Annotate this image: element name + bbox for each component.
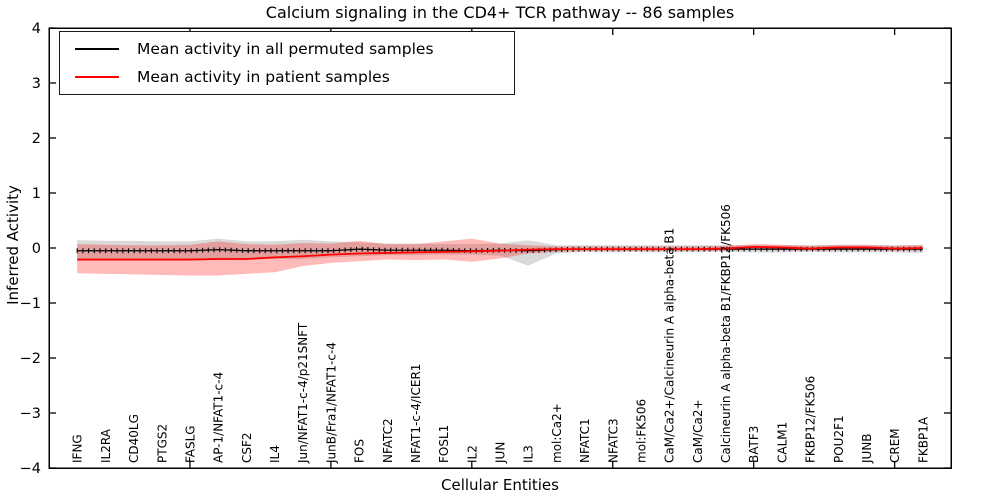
entity-label: NFAT1-c-4/ICER1 (409, 364, 423, 463)
entity-label: IL3 (522, 445, 536, 463)
entity-label: IL2 (465, 445, 479, 463)
entity-label: PTGS2 (155, 424, 169, 463)
x-axis-label: Cellular Entities (441, 476, 559, 494)
y-tick-label: 4 (32, 21, 41, 37)
y-tick-label: −3 (20, 406, 41, 422)
patient-line-swatch (75, 76, 119, 78)
entity-label: CD40LG (127, 414, 141, 463)
entity-label: CSF2 (240, 432, 254, 463)
entity-label: JUNB (860, 433, 874, 464)
entity-label: CaM/Ca2+/Calcineurin A alpha-beta B1 (663, 228, 677, 463)
entity-label: CREM (888, 428, 902, 463)
y-tick-label: −4 (20, 461, 41, 477)
entity-label: NFATC3 (606, 418, 620, 463)
legend: Mean activity in all permuted samples Me… (59, 31, 515, 95)
entity-label: IL4 (268, 445, 282, 463)
entity-label: CaM/Ca2+ (691, 399, 705, 463)
entity-label: AP-1/NFAT1-c-4 (212, 372, 226, 463)
entity-label: mol:Ca2+ (550, 403, 564, 463)
entity-label: FKBP12/FK506 (804, 376, 818, 463)
legend-label-patient: Mean activity in patient samples (137, 68, 390, 86)
chart-title: Calcium signaling in the CD4+ TCR pathwa… (265, 3, 735, 22)
patient-mean-line (77, 245, 923, 261)
y-tick-label: 0 (32, 241, 41, 257)
y-tick-label: 1 (32, 186, 41, 202)
entity-label: JUN (494, 442, 508, 464)
entity-label: Jun/NFAT1-c-4/p21SNFT (296, 322, 310, 464)
y-tick-label: −1 (20, 296, 41, 312)
entity-label: NFATC2 (381, 418, 395, 463)
entity-label: FOSL1 (437, 425, 451, 463)
entity-label: CALM1 (775, 422, 789, 463)
entity-label: BATF3 (747, 426, 761, 463)
permuted-line-swatch (75, 48, 119, 50)
entity-label: mol:FK506 (634, 399, 648, 463)
entity-label: POU2F1 (832, 415, 846, 463)
entity-label: IL2RA (99, 428, 113, 463)
entity-label: FKBP1A (916, 416, 930, 463)
permuted-samples-spread-band (77, 238, 923, 266)
legend-entry-patient: Mean activity in patient samples (60, 63, 514, 91)
legend-entry-permuted: Mean activity in all permuted samples (60, 35, 514, 63)
entity-label: FOS (353, 439, 367, 463)
entity-label: Calcineurin A alpha-beta B1/FKBP12/FK506 (719, 204, 733, 463)
y-tick-label: −2 (20, 351, 41, 367)
patient-samples-spread-band (77, 238, 923, 276)
entity-label: IFNG (71, 434, 85, 463)
y-tick-label: 2 (32, 131, 41, 147)
entity-label: JunB/Fra1/NFAT1-c-4 (324, 342, 338, 464)
legend-label-permuted: Mean activity in all permuted samples (137, 40, 434, 58)
y-tick-label: 3 (32, 76, 41, 92)
entity-label: FASLG (183, 425, 197, 463)
entity-label: NFATC1 (578, 418, 592, 463)
